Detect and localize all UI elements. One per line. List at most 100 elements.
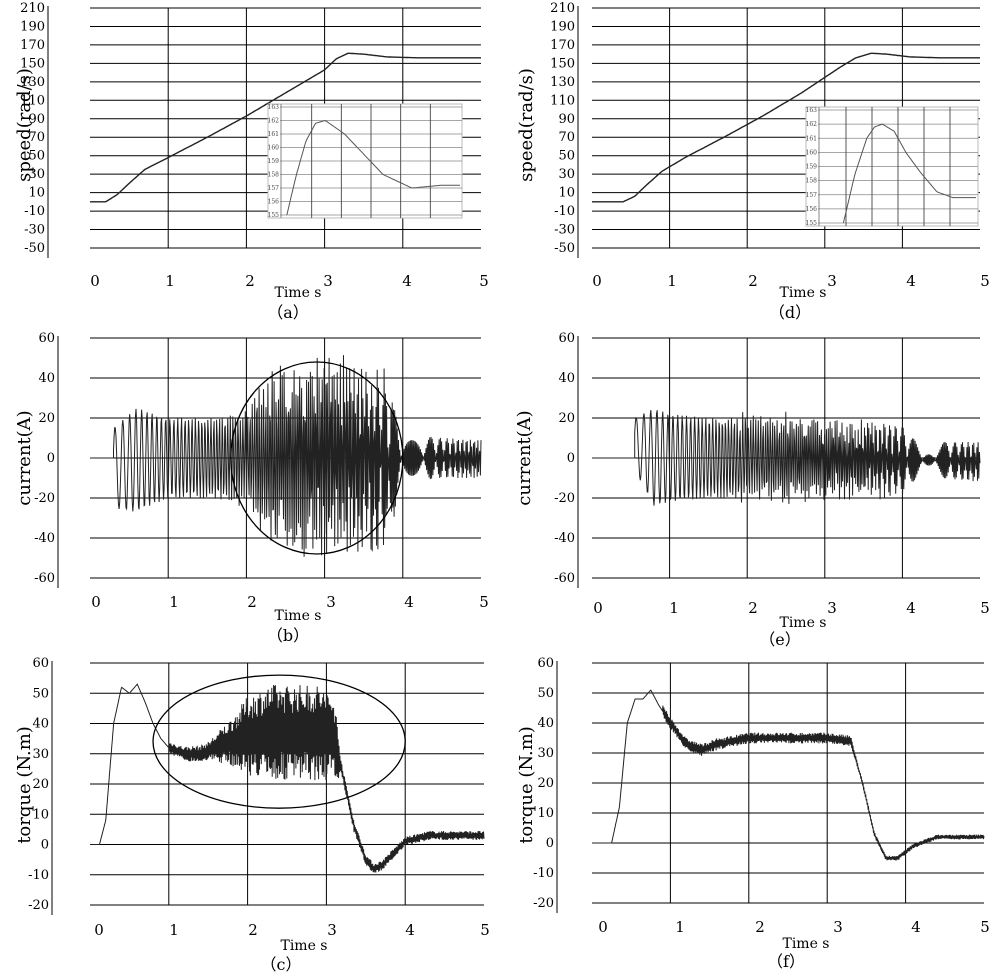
x-tick-label: 0 — [592, 272, 602, 290]
y-tick-label: -20 — [533, 896, 554, 911]
x-tick-label: 1 — [669, 599, 679, 617]
x-tick-label: 3 — [827, 272, 837, 290]
y-tick-label: 90 — [558, 112, 575, 127]
y-tick-label: -10 — [24, 204, 45, 219]
x-tick-label: 0 — [598, 918, 608, 936]
x-tick-label: 3 — [327, 921, 337, 939]
y-tick-label: 0 — [567, 451, 575, 466]
y-tick-label: 40 — [32, 717, 49, 732]
chart-e: -60 -40 -20 0 20 40 60 0 1 2 3 4 5 current(A) Time s… — [514, 331, 990, 649]
y-tick-label: 0 — [546, 836, 554, 851]
y-tick-label: 20 — [32, 777, 49, 792]
inset-y-tick-label: 155 — [806, 220, 818, 227]
y-tick-label: 70 — [28, 130, 45, 145]
x-tick-label: 4 — [405, 921, 415, 939]
plot-area: -60 -40 -20 0 20 40 60 0 1 2 3 4 5 — [34, 331, 489, 611]
y-tick-label: 50 — [28, 149, 45, 164]
y-tick-label: -10 — [28, 868, 49, 883]
y-axis-label: current(A) — [14, 410, 35, 505]
y-tick-label: 30 — [28, 167, 45, 182]
plot-area: -20 -10 0 10 20 30 40 50 60 0 1 2 3 4 5 — [28, 656, 490, 939]
x-tick-label: 2 — [247, 593, 257, 611]
y-tick-label: -40 — [554, 531, 575, 546]
y-tick-label: 30 — [537, 746, 554, 761]
inset-y-tick-label: 162 — [268, 118, 280, 125]
plot-area: -50 -30 -10 10 30 50 70 90 110 130 150 170 190 210 0 1 2… — [550, 1, 990, 290]
x-axis-label: Time s — [779, 285, 826, 301]
x-tick-label: 2 — [755, 918, 765, 936]
inset-series-line — [842, 123, 976, 224]
plot-area: -60 -40 -20 0 20 40 60 0 1 2 3 4 5 — [554, 331, 990, 617]
inset-y-tick-label: 156 — [806, 206, 818, 213]
x-axis-label: Time s — [280, 938, 327, 954]
x-tick-label: 2 — [245, 272, 255, 290]
x-tick-label: 2 — [748, 599, 758, 617]
y-tick-label: -40 — [34, 531, 55, 546]
inset-y-tick-label: 155 — [268, 212, 280, 219]
chart-b: -60 -40 -20 0 20 40 60 0 1 2 3 4 5 current(A) Time s… — [14, 331, 489, 645]
y-tick-label: -50 — [554, 241, 575, 256]
series-line — [592, 410, 981, 506]
y-tick-label: 0 — [47, 451, 55, 466]
x-tick-label: 3 — [833, 918, 843, 936]
inset-y-tick-label: 157 — [268, 185, 280, 192]
inset-y-tick-label: 158 — [806, 178, 818, 185]
x-axis-label: Time s — [274, 608, 321, 624]
y-tick-label: 40 — [537, 716, 554, 731]
x-tick-label: 4 — [906, 599, 916, 617]
y-axis-label: torque (N.m) — [14, 726, 35, 844]
inset-y-tick-label: 159 — [268, 158, 280, 165]
chart-caption: （a） — [267, 303, 309, 322]
y-axis-label: torque (N.m) — [516, 726, 537, 844]
y-tick-label: 60 — [32, 656, 49, 671]
y-tick-label: 170 — [550, 38, 575, 53]
x-tick-label: 3 — [323, 272, 333, 290]
y-tick-label: -20 — [28, 898, 49, 913]
x-tick-label: 3 — [827, 599, 837, 617]
y-tick-label: 210 — [550, 1, 575, 16]
y-tick-label: -50 — [24, 241, 45, 256]
x-tick-label: 4 — [906, 272, 916, 290]
x-tick-label: 4 — [911, 918, 921, 936]
inset-y-tick-label: 160 — [806, 149, 818, 156]
x-tick-label: 0 — [90, 272, 100, 290]
y-axis-label: speed(rad/s) — [516, 68, 537, 182]
inset-plot: 155 156 157 158 159 160 161 162 163 — [805, 106, 979, 227]
y-tick-label: 60 — [537, 656, 554, 671]
y-tick-label: 50 — [32, 686, 49, 701]
chart-caption: （f） — [767, 952, 805, 971]
x-axis-label: Time s — [779, 615, 826, 631]
chart-a: -50 -30 -10 10 30 50 70 90 110 130 150 170 190 210 0 1 2… — [14, 1, 489, 322]
x-tick-label: 5 — [479, 272, 489, 290]
y-tick-label: 30 — [558, 167, 575, 182]
chart-caption: （e） — [759, 630, 800, 649]
x-tick-label: 4 — [402, 272, 412, 290]
y-tick-label: 10 — [28, 186, 45, 201]
x-axis-label: Time s — [782, 936, 829, 952]
y-tick-label: 190 — [550, 19, 575, 34]
x-tick-label: 1 — [169, 593, 179, 611]
y-tick-label: 20 — [38, 411, 55, 426]
y-tick-label: 10 — [558, 186, 575, 201]
x-tick-label: 0 — [91, 593, 101, 611]
series-line — [592, 52, 980, 203]
y-tick-label: 210 — [20, 1, 45, 16]
chart-f: -20 -10 0 10 20 30 40 50 60 0 1 2 3 4 5 torque (N.m) T… — [516, 656, 990, 971]
y-tick-label: 190 — [20, 19, 45, 34]
inset-y-tick-label: 161 — [268, 131, 279, 138]
x-tick-label: 1 — [667, 272, 677, 290]
inset-y-tick-label: 163 — [806, 107, 818, 114]
y-tick-label: 150 — [550, 56, 575, 71]
y-tick-label: -10 — [533, 866, 554, 881]
x-tick-label: 0 — [94, 921, 104, 939]
y-tick-label: -30 — [554, 223, 575, 238]
series-line — [90, 52, 481, 203]
x-tick-label: 2 — [748, 272, 758, 290]
x-tick-label: 2 — [248, 921, 258, 939]
y-tick-label: 40 — [38, 371, 55, 386]
y-tick-label: 90 — [28, 112, 45, 127]
chart-caption: （d） — [769, 303, 811, 322]
x-tick-label: 5 — [480, 921, 490, 939]
y-axis-label: current(A) — [514, 410, 535, 505]
